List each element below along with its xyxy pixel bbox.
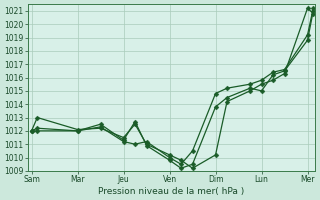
X-axis label: Pression niveau de la mer( hPa ): Pression niveau de la mer( hPa ) <box>98 187 244 196</box>
